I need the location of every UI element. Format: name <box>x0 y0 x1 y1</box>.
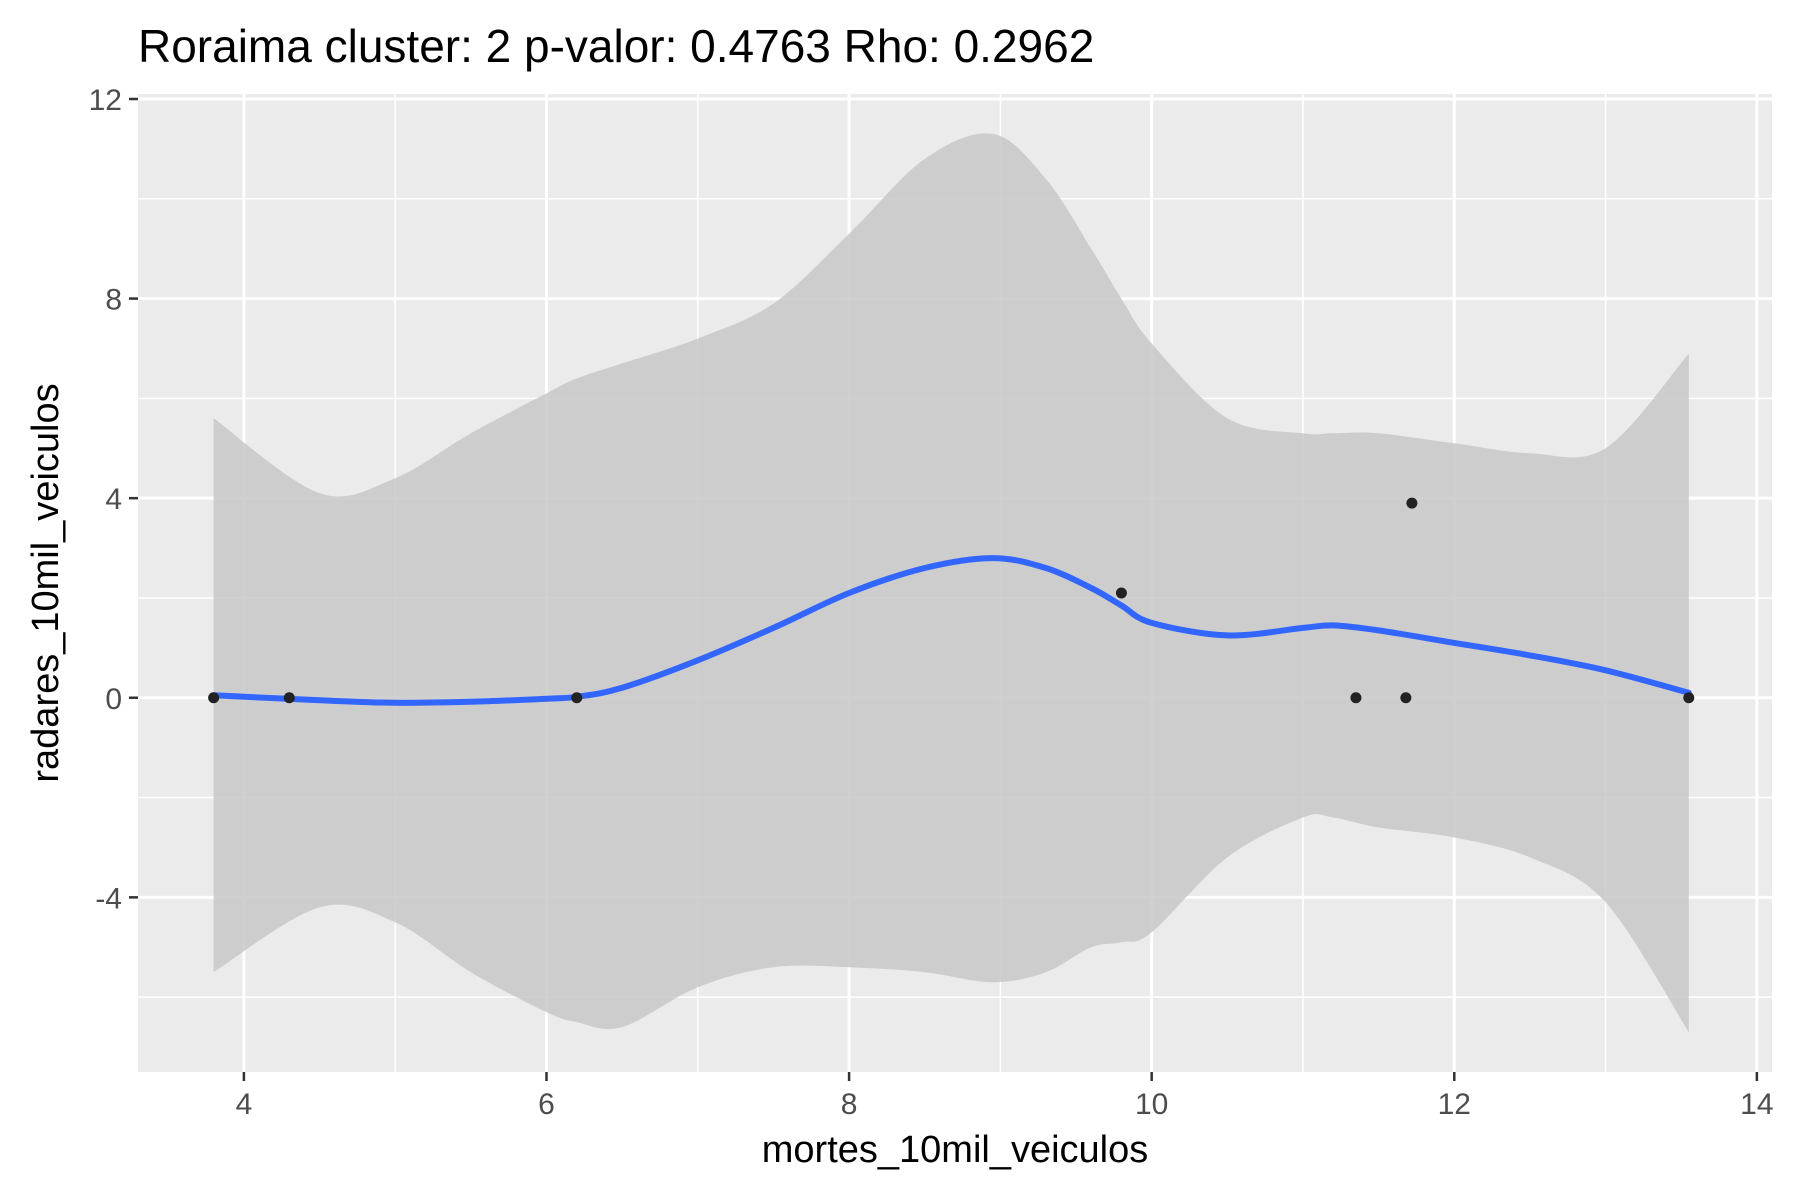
data-point <box>571 692 583 704</box>
y-tick-label: 8 <box>105 284 122 317</box>
y-tick-label: 4 <box>105 483 122 516</box>
y-axis: -4 0 4 8 12 <box>89 84 138 915</box>
y-axis-title: radares_10mil_veiculos <box>25 383 67 782</box>
y-tick-label: -4 <box>95 882 122 915</box>
data-point <box>208 692 220 704</box>
data-point <box>1400 692 1412 704</box>
smooth-fit-line <box>210 555 1692 706</box>
data-point <box>1406 497 1418 509</box>
x-tick-label: 8 <box>841 1088 858 1121</box>
x-tick-label: 14 <box>1740 1088 1773 1121</box>
x-tick-label: 6 <box>538 1088 555 1121</box>
x-axis-title: mortes_10mil_veiculos <box>762 1129 1149 1171</box>
data-point <box>1683 692 1695 704</box>
data-point <box>1350 692 1362 704</box>
chart-title: Roraima cluster: 2 p-valor: 0.4763 Rho: … <box>138 20 1094 72</box>
x-tick-label: 12 <box>1438 1088 1471 1121</box>
x-axis: 4 6 8 10 12 14 <box>236 1072 1774 1121</box>
data-point <box>283 692 295 704</box>
data-point <box>1115 587 1127 599</box>
y-tick-label: 12 <box>89 84 122 117</box>
x-tick-label: 4 <box>236 1088 253 1121</box>
y-tick-label: 0 <box>105 683 122 716</box>
confidence-band <box>213 133 1689 1033</box>
data-points <box>208 497 1695 704</box>
x-tick-label: 10 <box>1135 1088 1168 1121</box>
